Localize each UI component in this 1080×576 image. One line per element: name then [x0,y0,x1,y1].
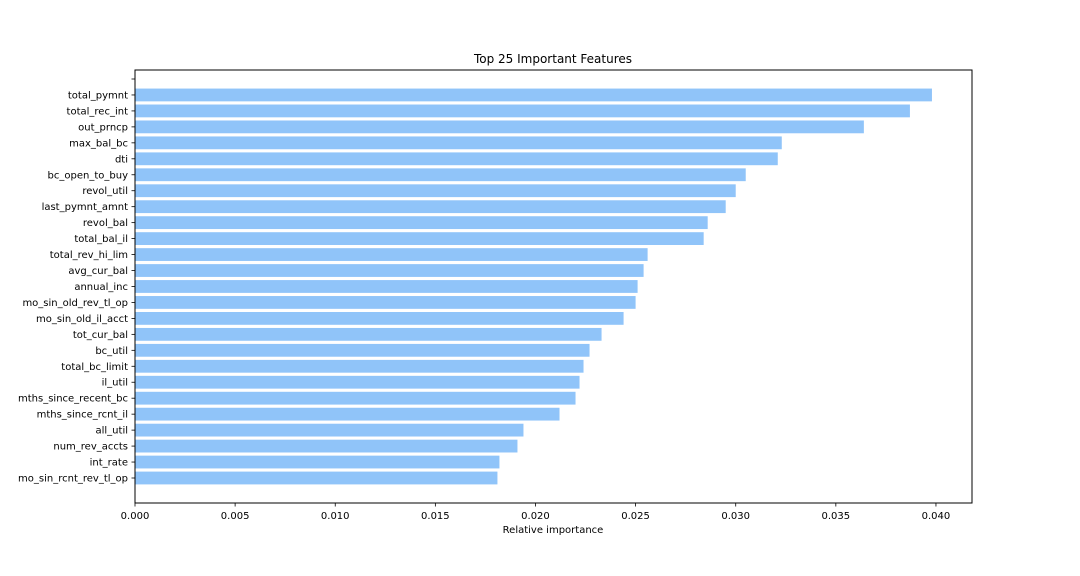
y-tick-label: bc_util [95,346,128,357]
bar-tot-cur-bal [135,327,602,341]
x-axis: 0.000 0.005 0.010 0.015 0.020 0.025 0.030 0.035… [121,503,951,522]
y-tick-label: last_pymnt_amnt [42,202,129,213]
x-axis-label: Relative importance [503,525,604,536]
bar-total-bal-il [135,232,704,245]
bar-mo-sin-old-il-acct [135,312,624,325]
bar-total-bc-limit [135,359,584,373]
y-tick-label: revol_util [82,186,128,197]
bar-dti [135,152,778,166]
y-tick-label: il_util [102,378,128,389]
bar-bc-open-to-buy [135,168,746,182]
plot-frame [134,69,973,504]
bar-last-pymnt-amnt [135,200,726,214]
x-tick-label: 0.035 [822,511,851,522]
y-tick-label: mths_since_recent_bc [18,394,128,405]
y-tick-label: dti [115,154,128,165]
x-tick-label: 0.010 [321,511,350,522]
y-axis: mo_sin_rcnt_rev_tl_op int_rate num_rev_acc… [18,78,135,485]
y-tick-label: total_rev_hi_lim [50,250,128,261]
x-tick-label: 0.025 [621,511,650,522]
bar-all-util [135,423,524,437]
bar-il-util [135,375,580,389]
bar-annual-inc [135,280,638,293]
x-tick-label: 0.030 [721,511,750,522]
bar-mo-sin-rcnt-rev-tl-op [135,471,498,485]
bar-avg-cur-bal [135,264,644,277]
x-tick-label: 0.000 [121,511,150,522]
bar-max-bal-bc [135,136,782,150]
bar-revol-util [135,184,736,198]
y-tick-label: avg_cur_bal [68,266,128,277]
y-tick-label: mo_sin_old_il_acct [36,314,128,325]
y-tick-label: max_bal_bc [69,138,128,149]
y-tick-label: total_rec_int [67,106,129,117]
bar-total-rev-hi-lim [135,248,648,261]
bar-total-rec-int [135,104,910,118]
y-tick-label: bc_open_to_buy [48,170,129,181]
bar-int-rate [135,455,500,469]
bar-mths-since-recent-bc [135,391,576,405]
y-tick-label: tot_cur_bal [73,330,128,341]
bar-num-rev-accts [135,439,518,453]
y-tick-label: revol_bal [83,218,128,229]
x-tick-label: 0.040 [922,511,951,522]
bar-mo-sin-old-rev-tl-op [135,296,636,309]
bar-revol-bal [135,216,708,230]
bar-bc-util [135,343,590,357]
x-tick-label: 0.015 [421,511,450,522]
bars-group [135,88,932,485]
y-tick-label: total_pymnt [68,90,128,101]
y-tick-label: total_bc_limit [61,362,128,373]
y-tick-label: all_util [96,426,129,437]
y-tick-label: mo_sin_rcnt_rev_tl_op [18,474,128,485]
chart-title: Top 25 Important Features [473,52,632,66]
y-tick-label: out_prncp [78,122,128,133]
x-tick-label: 0.005 [221,511,250,522]
x-tick-label: 0.020 [521,511,550,522]
bar-total-pymnt [135,88,932,102]
y-tick-label: annual_inc [74,282,128,293]
y-tick-label: mo_sin_old_rev_tl_op [22,298,128,309]
y-tick-label: total_bal_il [74,234,128,245]
y-tick-label: int_rate [90,458,128,469]
y-tick-label: num_rev_accts [53,442,128,453]
bar-mths-since-rcnt-il [135,407,560,421]
bar-out-prncp [135,120,864,134]
y-tick-label: mths_since_rcnt_il [37,410,128,421]
